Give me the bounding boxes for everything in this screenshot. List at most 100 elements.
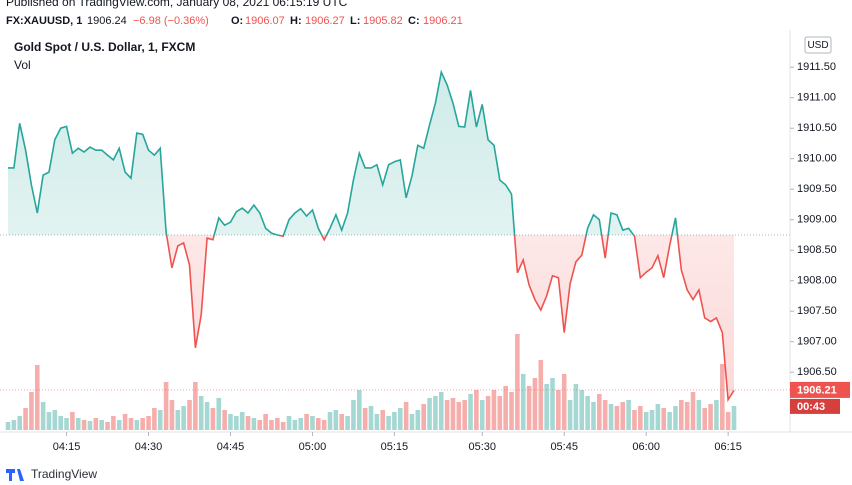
volume-bar: [286, 416, 292, 430]
volume-bar: [386, 416, 391, 430]
volume-bar: [356, 390, 362, 430]
volume-bar: [280, 422, 286, 430]
high: 1906.27: [305, 15, 345, 27]
volume-bar: [339, 414, 345, 430]
volume-bar: [239, 412, 245, 430]
volume-bar: [503, 386, 508, 430]
volume-bar: [626, 400, 631, 430]
volume-bar: [714, 400, 719, 430]
volume-bar: [550, 378, 555, 430]
volume-bar: [128, 418, 134, 430]
volume-bar: [216, 398, 222, 430]
volume-bar: [275, 418, 280, 430]
volume-bar: [193, 382, 198, 430]
last-price-box: [790, 381, 850, 398]
x-tick-label: 04:30: [135, 441, 163, 453]
x-tick-label: 05:15: [381, 441, 409, 453]
volume-bar: [29, 392, 34, 430]
volume-bar: [46, 412, 52, 430]
volume-bar: [70, 412, 75, 430]
volume-bar: [632, 410, 637, 430]
volume-bar: [362, 408, 368, 430]
legend-title: Gold Spot / U.S. Dollar, 1, FXCM: [14, 40, 195, 54]
volume-bar: [251, 418, 257, 430]
line-up: [8, 69, 679, 235]
volume-bar: [187, 400, 192, 430]
volume-bar: [409, 414, 415, 430]
volume-bar: [327, 412, 333, 430]
currency-box: [804, 36, 832, 54]
volume-bar: [444, 400, 450, 430]
volume-bar: [708, 404, 713, 430]
volume-bar: [140, 418, 145, 430]
volume-bar: [491, 390, 497, 430]
volume-bar: [204, 402, 210, 430]
change: −6.98 (−0.36%): [133, 15, 209, 27]
volume-bar: [602, 400, 608, 430]
volume-bar: [310, 416, 315, 430]
volume-bar: [210, 408, 216, 430]
volume-bar: [585, 396, 590, 430]
volume-bar: [298, 418, 304, 430]
area-down: [166, 234, 734, 400]
volume-bar: [614, 406, 620, 430]
volume-bar: [561, 374, 567, 430]
volume-bar: [643, 412, 649, 430]
c-label: C:: [408, 15, 420, 27]
volume-bar: [520, 374, 526, 430]
volume-bar: [105, 422, 110, 430]
volume-bar: [544, 384, 549, 430]
close: 1906.21: [423, 15, 463, 27]
o-label: O:: [231, 15, 243, 27]
volume-bar: [567, 400, 573, 430]
volume-bar: [175, 410, 181, 430]
volume-bar: [573, 384, 579, 430]
volume-bar: [234, 416, 239, 430]
x-tick-label: 05:30: [468, 441, 496, 453]
volume-bar: [403, 402, 409, 430]
low: 1905.82: [363, 15, 403, 27]
volume-bar: [122, 414, 128, 430]
volume-bar: [11, 420, 17, 430]
countdown-box: [790, 398, 840, 414]
volume-bar: [34, 365, 40, 430]
volume-bar: [397, 408, 403, 430]
volume-bar: [222, 410, 227, 430]
volume-bar: [157, 410, 163, 430]
volume-bar: [58, 416, 63, 430]
volume-bar: [263, 414, 268, 430]
volume-bar: [427, 398, 432, 430]
volume-bar: [679, 400, 684, 430]
volume-bar: [228, 414, 233, 430]
volume-bar: [134, 420, 140, 430]
volume-bar: [638, 406, 643, 430]
volume-bar: [269, 420, 274, 430]
x-tick-label: 04:15: [53, 441, 81, 453]
volume-bar: [374, 414, 380, 430]
line-down: [165, 234, 735, 403]
last-price-label: 1906.21: [797, 384, 837, 396]
y-tick-label: 1908.00: [797, 275, 837, 287]
volume-bar: [23, 408, 28, 430]
volume-bar: [462, 400, 467, 430]
volume-bar: [245, 416, 251, 430]
volume-bar: [321, 420, 327, 430]
volume-bar: [64, 418, 69, 430]
published: Published on TradingView.com, January 08…: [6, 0, 348, 9]
y-tick-label: 1908.50: [797, 244, 837, 256]
volume-bar: [438, 392, 444, 430]
volume-bar: [450, 398, 456, 430]
y-tick-label: 1906.50: [797, 366, 837, 378]
volume-bar: [556, 390, 561, 430]
volume-bar: [81, 420, 87, 430]
volume-bar: [684, 402, 690, 430]
y-tick-label: 1909.50: [797, 183, 837, 195]
volume-bar: [456, 402, 462, 430]
volume-bar: [333, 410, 339, 430]
volume-bar: [198, 396, 204, 430]
y-tick-label: 1910.50: [797, 122, 837, 134]
volume-bar: [479, 400, 485, 430]
volume-bar: [667, 412, 672, 430]
x-tick-label: 06:15: [714, 441, 742, 453]
